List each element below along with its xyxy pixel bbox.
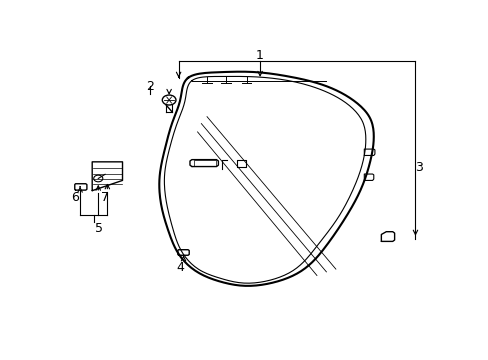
- Text: 5: 5: [95, 222, 103, 235]
- Text: 6: 6: [71, 190, 80, 203]
- Text: 7: 7: [101, 190, 108, 203]
- Text: 1: 1: [256, 49, 264, 62]
- Text: 2: 2: [146, 80, 154, 93]
- Text: 4: 4: [176, 261, 184, 274]
- Text: 3: 3: [414, 161, 422, 175]
